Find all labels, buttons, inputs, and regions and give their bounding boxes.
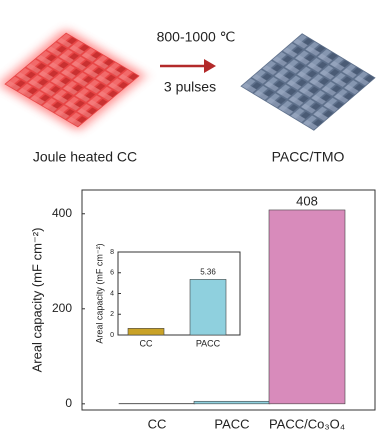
treated-fabric (240, 33, 375, 130)
y-tick-label: 8 (110, 249, 114, 256)
y-tick-label: 6 (110, 270, 114, 277)
figure: 800-1000 ℃ 3 pulses Joule heated CC PACC… (0, 0, 387, 435)
y-axis-label: Areal capacity (mF cm⁻²) (94, 243, 104, 343)
right-label: PACC/TMO (272, 149, 345, 165)
x-tick-label: PACC (196, 338, 221, 348)
heated-fabric (0, 29, 145, 132)
bar (190, 279, 226, 335)
bar (128, 328, 164, 335)
y-tick-label: 400 (52, 206, 72, 220)
bar (269, 210, 345, 404)
y-tick-label: 200 (52, 301, 72, 315)
x-tick-label: PACC/Co₃O₄ (269, 416, 345, 431)
pulses: 3 pulses (164, 79, 216, 95)
y-tick-label: 4 (110, 290, 114, 297)
x-tick-label: PACC (214, 416, 249, 431)
y-tick-label: 0 (110, 332, 114, 339)
x-tick-label: CC (148, 416, 167, 431)
bar (194, 401, 270, 404)
condition: 800-1000 ℃ (157, 29, 236, 45)
left-label: Joule heated CC (33, 149, 137, 165)
value-label: 5.36 (200, 267, 216, 276)
y-tick-label: 2 (110, 311, 114, 318)
y-axis-label: Areal capacity (mF cm⁻²) (29, 228, 44, 373)
arrow-head (204, 59, 216, 73)
y-tick-label: 0 (65, 396, 72, 410)
x-tick-label: CC (140, 338, 153, 348)
value-label: 408 (296, 193, 318, 208)
